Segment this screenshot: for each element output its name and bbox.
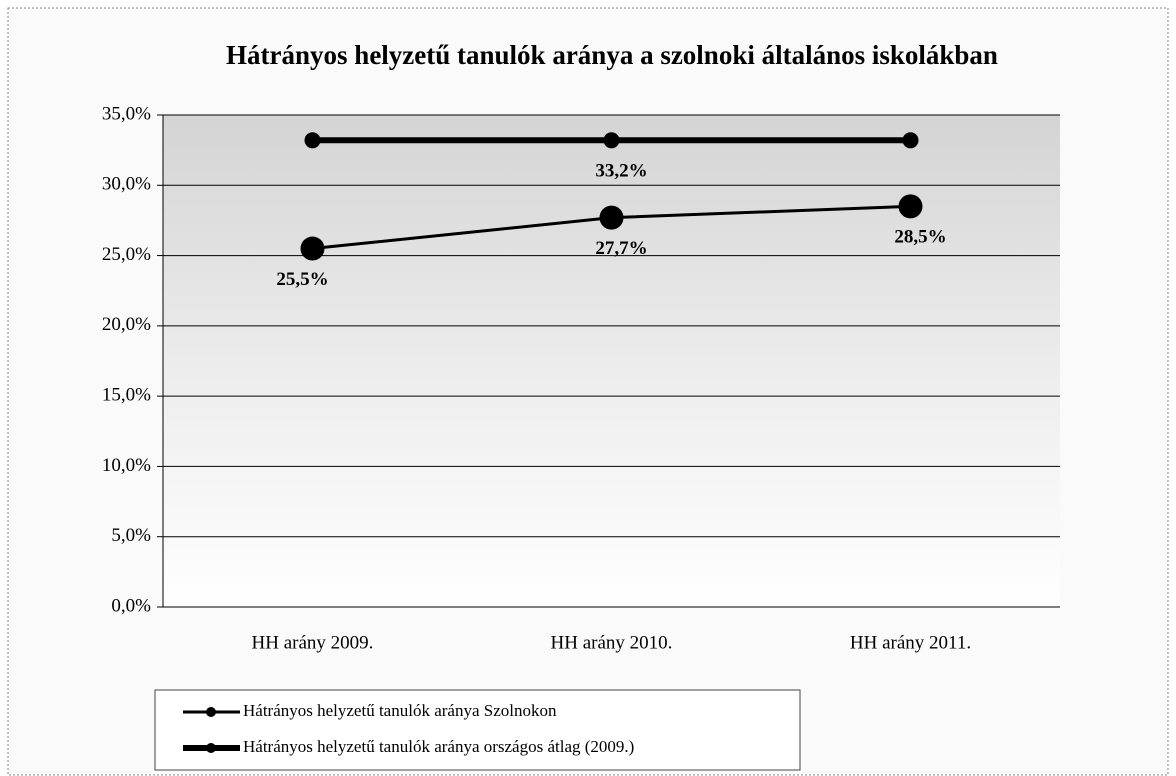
y-tick-label: 10,0% [102, 455, 151, 476]
data-label: 33,2% [595, 161, 647, 182]
data-label: 25,5% [276, 269, 328, 290]
legend-label: Hátrányos helyzetű tanulók aránya ország… [243, 737, 634, 756]
point [603, 132, 620, 149]
legend-marker [206, 707, 216, 717]
legend-label: Hátrányos helyzetű tanulók aránya Szolno… [243, 701, 557, 720]
data-label: 28,5% [894, 227, 946, 248]
legend-marker [206, 743, 216, 753]
point [902, 132, 919, 149]
x-tick-label: HH arány 2009. [252, 632, 374, 653]
y-tick-label: 35,0% [102, 103, 151, 124]
y-tick-label: 5,0% [111, 525, 151, 546]
y-tick-label: 0,0% [111, 595, 151, 616]
data-label: 27,7% [595, 238, 647, 259]
point [304, 132, 321, 149]
y-tick-label: 15,0% [102, 385, 151, 406]
y-tick-label: 30,0% [102, 174, 151, 195]
y-tick-label: 20,0% [102, 314, 151, 335]
x-tick-label: HH arány 2011. [850, 632, 971, 653]
y-tick-label: 25,0% [102, 244, 151, 265]
point [300, 236, 325, 261]
point [898, 194, 923, 219]
plot-area [163, 115, 1060, 607]
x-tick-label: HH arány 2010. [551, 632, 673, 653]
point [599, 205, 624, 230]
legend-box [154, 689, 801, 771]
chart-title: Hátrányos helyzetű tanulók aránya a szol… [226, 40, 998, 70]
